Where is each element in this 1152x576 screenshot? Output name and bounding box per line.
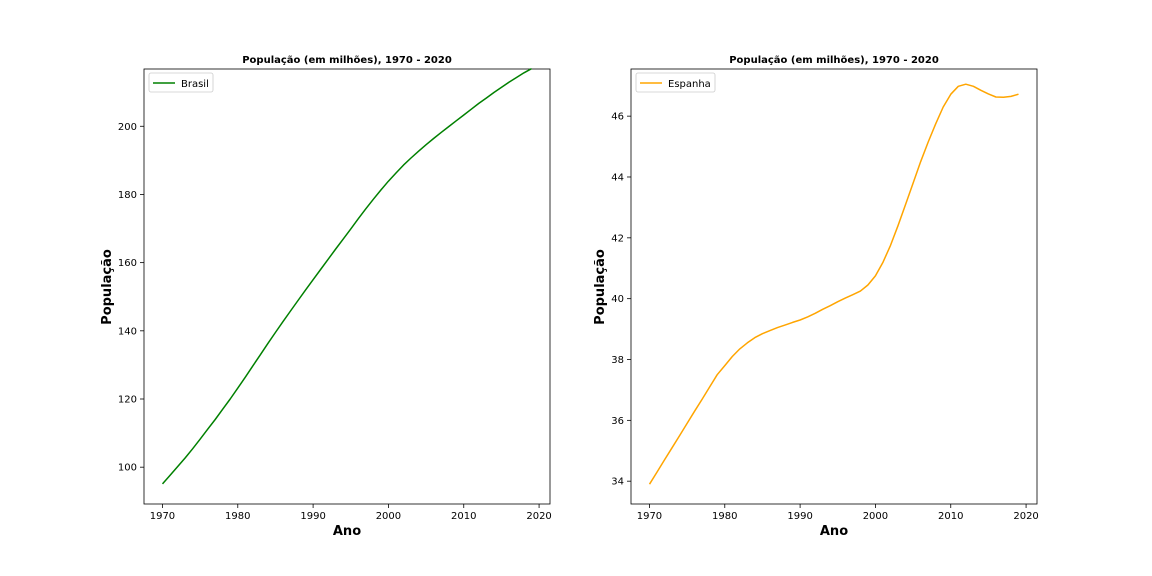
y-tick-label: 40 — [611, 294, 624, 305]
series-line-brasil — [161, 68, 532, 485]
plot-area-espanha — [630, 68, 1038, 505]
chart-espanha: População (em milhões), 1970 - 2020 Ano … — [593, 55, 1039, 539]
y-tick-label: 100 — [118, 463, 137, 474]
y-axis-label-brasil: População — [100, 249, 115, 325]
y-tick-label: 34 — [611, 477, 624, 488]
legend-box-espanha — [635, 72, 716, 93]
y-tick-label: 160 — [118, 258, 137, 269]
y-tick-label: 200 — [118, 122, 137, 133]
x-axis-label-espanha: Ano — [820, 524, 848, 539]
x-tick-label: 1990 — [787, 511, 812, 522]
chart-title-brasil: População (em milhões), 1970 - 2020 — [242, 55, 452, 66]
plot-area-brasil — [143, 68, 551, 505]
x-tick-label: 2000 — [863, 511, 888, 522]
chart-title-espanha: População (em milhões), 1970 - 2020 — [729, 55, 939, 66]
y-tick-label: 46 — [611, 112, 624, 123]
series-line-espanha — [648, 83, 1019, 485]
y-tick-label: 44 — [611, 172, 624, 183]
legend-brasil: Brasil — [148, 72, 214, 93]
legend-label-espanha: Espanha — [668, 79, 711, 90]
x-tick-label: 1970 — [637, 511, 662, 522]
x-tick-label: 1970 — [150, 511, 175, 522]
y-tick-label: 38 — [611, 355, 624, 366]
legend-label-brasil: Brasil — [181, 79, 209, 90]
x-axis-label-brasil: Ano — [333, 524, 361, 539]
ticks-espanha: 1970 1980 1990 2000 2010 2020 34 36 38 40 42 44 46 — [611, 112, 1039, 522]
legend-espanha: Espanha — [635, 72, 716, 93]
x-tick-label: 2020 — [1013, 511, 1038, 522]
x-tick-label: 1990 — [300, 511, 325, 522]
y-tick-label: 42 — [611, 233, 624, 244]
legend-box-brasil — [148, 72, 214, 93]
x-tick-label: 2010 — [938, 511, 963, 522]
x-tick-label: 2010 — [451, 511, 476, 522]
series-espanha — [648, 83, 1019, 485]
x-tick-label: 2020 — [526, 511, 551, 522]
y-tick-label: 140 — [118, 326, 137, 337]
ticks-brasil: 1970 1980 1990 2000 2010 2020 100 120 140 160 180 2… — [118, 122, 552, 522]
x-tick-label: 2000 — [376, 511, 401, 522]
chart-brasil: População (em milhões), 1970 - 2020 Ano … — [100, 55, 552, 539]
y-tick-label: 120 — [118, 395, 137, 406]
series-brasil — [161, 68, 532, 485]
y-axis-label-espanha: População — [593, 249, 608, 325]
x-tick-label: 1980 — [225, 511, 250, 522]
x-tick-label: 1980 — [712, 511, 737, 522]
y-tick-label: 180 — [118, 190, 137, 201]
y-tick-label: 36 — [611, 416, 624, 427]
